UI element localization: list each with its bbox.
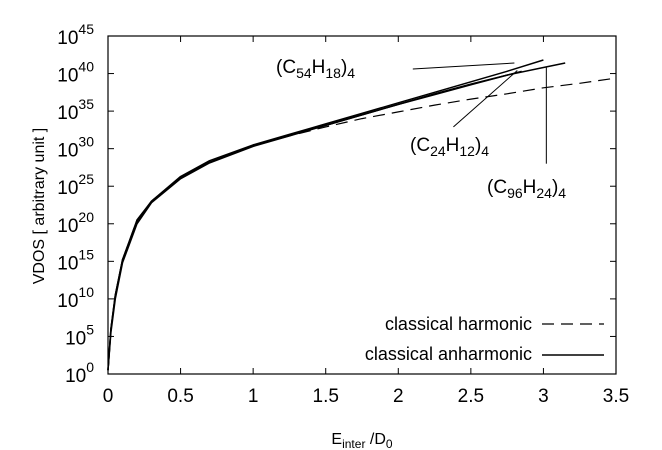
y-tick-label: 1015 bbox=[57, 246, 94, 274]
series-group bbox=[107, 59, 617, 371]
x-tick-label: 2 bbox=[393, 386, 404, 407]
x-tick-label: 3.5 bbox=[603, 386, 629, 407]
y-tick-label: 1010 bbox=[57, 284, 94, 312]
x-axis-label-sub2: 0 bbox=[386, 437, 393, 450]
series-line-anharmonic bbox=[107, 62, 566, 371]
y-tick-label: 1020 bbox=[57, 209, 94, 237]
x-tick-label: 0 bbox=[103, 386, 114, 407]
axis-ticks: 0 0.5 1 1.5 2 2.5 3 3.5 100 105 1010 1015 1020 1025 10… bbox=[57, 21, 629, 407]
y-tick-label: 1040 bbox=[57, 59, 94, 87]
y-tick-label: 105 bbox=[65, 321, 94, 349]
y-axis-label: VDOS [ arbitrary unit ] bbox=[31, 128, 48, 285]
annotations: (C54H18)4 (C24H12)4 (C96H24)4 bbox=[276, 57, 566, 201]
legend: classical harmonic classical anharmonic bbox=[365, 314, 604, 364]
x-tick-label: 0.5 bbox=[167, 386, 193, 407]
annotation-leader bbox=[453, 70, 518, 128]
x-axis-label: Einter /D0 bbox=[331, 431, 392, 450]
x-tick-label: 3 bbox=[538, 386, 549, 407]
annotation-label: (C96H24)4 bbox=[487, 177, 566, 201]
y-tick-label: 100 bbox=[65, 359, 94, 387]
series-line-harmonic bbox=[107, 77, 617, 371]
annotation-leader bbox=[412, 62, 515, 70]
legend-label-harmonic: classical harmonic bbox=[385, 314, 532, 334]
x-tick-label: 1.5 bbox=[313, 386, 339, 407]
y-tick-label: 1045 bbox=[57, 21, 94, 49]
y-tick-label: 1035 bbox=[57, 96, 94, 124]
x-tick-label: 1 bbox=[248, 386, 259, 407]
legend-label-anharmonic: classical anharmonic bbox=[365, 344, 532, 364]
annotation-label: (C24H12)4 bbox=[410, 135, 489, 159]
annotation-label: (C54H18)4 bbox=[276, 57, 355, 81]
x-axis-label-main: E bbox=[331, 431, 342, 448]
x-axis-label-sub: inter bbox=[342, 437, 365, 450]
plot-frame bbox=[107, 35, 617, 375]
y-tick-label: 1025 bbox=[57, 171, 94, 199]
y-tick-label: 1030 bbox=[57, 134, 94, 162]
x-axis-label-rest: /D bbox=[365, 431, 385, 448]
x-tick-label: 2.5 bbox=[458, 386, 484, 407]
